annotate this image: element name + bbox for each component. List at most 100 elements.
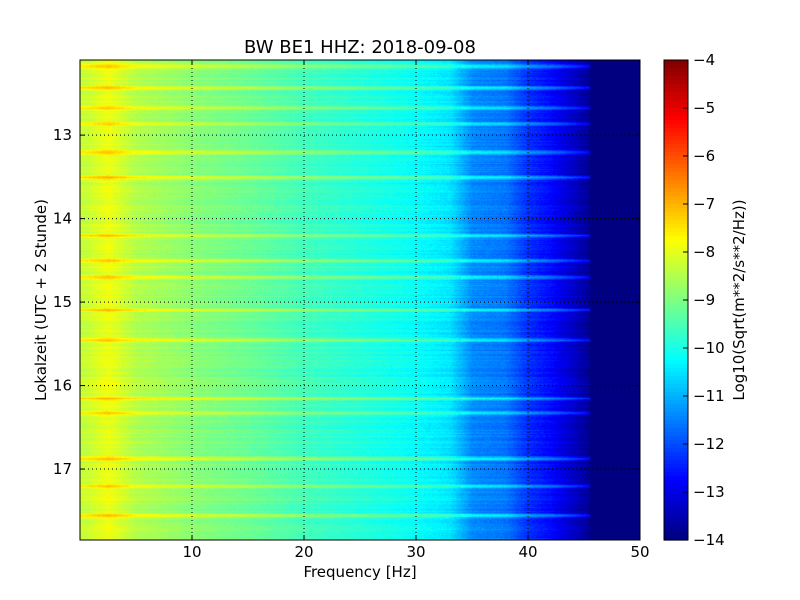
x-axis: 10 20 30 40 50: [182, 60, 650, 561]
colorbar-segment: [664, 232, 688, 237]
colorbar-segment: [664, 360, 688, 365]
colorbar-segment: [664, 140, 688, 145]
colorbar-segment: [664, 368, 688, 373]
colorbar-tick-label: −14: [693, 531, 725, 549]
colorbar-segment: [664, 88, 688, 93]
colorbar-segment: [664, 456, 688, 461]
colorbar-tick-label: −7: [693, 195, 715, 213]
colorbar-segment: [664, 324, 688, 329]
colorbar-segment: [664, 376, 688, 381]
colorbar-segment: [664, 276, 688, 281]
colorbar-segment: [664, 268, 688, 273]
colorbar-segment: [664, 80, 688, 85]
colorbar-segment: [664, 420, 688, 425]
colorbar-segment: [664, 152, 688, 157]
colorbar-segment: [664, 68, 688, 73]
y-tick-label: 16: [53, 377, 72, 395]
colorbar-segment: [664, 240, 688, 245]
colorbar-segment: [664, 396, 688, 401]
colorbar-segment: [664, 464, 688, 469]
colorbar-tick-label: −6: [693, 147, 715, 165]
colorbar-segment: [664, 348, 688, 353]
colorbar-segment: [664, 392, 688, 397]
colorbar-segment: [664, 500, 688, 505]
colorbar-segment: [664, 200, 688, 205]
colorbar-segment: [664, 248, 688, 253]
heatmap-area: [80, 60, 640, 540]
colorbar-segment: [664, 96, 688, 101]
colorbar-segment: [664, 184, 688, 189]
colorbar-segment: [664, 60, 688, 65]
colorbar-segment: [664, 520, 688, 525]
colorbar-segment: [664, 388, 688, 393]
colorbar-segment: [664, 468, 688, 473]
colorbar-segment: [664, 136, 688, 141]
colorbar-segment: [664, 364, 688, 369]
colorbar-segment: [664, 428, 688, 433]
colorbar-segment: [664, 296, 688, 301]
x-tick-label: 30: [406, 543, 425, 561]
colorbar-segment: [664, 112, 688, 117]
colorbar-segment: [664, 532, 688, 537]
colorbar-segment: [664, 216, 688, 221]
colorbar-segment: [664, 476, 688, 481]
colorbar-segment: [664, 404, 688, 409]
colorbar-segment: [664, 76, 688, 81]
colorbar-segment: [664, 192, 688, 197]
colorbar-segment: [664, 316, 688, 321]
colorbar-tick-label: −5: [693, 99, 715, 117]
x-tick-label: 40: [518, 543, 537, 561]
colorbar-segment: [664, 212, 688, 217]
colorbar-tick-label: −9: [693, 291, 715, 309]
colorbar-segment: [664, 72, 688, 77]
colorbar-segment: [664, 444, 688, 449]
colorbar-segment: [664, 272, 688, 277]
colorbar-segment: [664, 120, 688, 125]
colorbar-segment: [664, 492, 688, 497]
colorbar-segment: [664, 84, 688, 89]
colorbar-segment: [664, 280, 688, 285]
colorbar-segment: [664, 284, 688, 289]
colorbar-segment: [664, 180, 688, 185]
colorbar-segment: [664, 220, 688, 225]
grid-lines: [80, 60, 640, 540]
x-axis-label: Frequency [Hz]: [303, 563, 416, 581]
colorbar-tick-label: −11: [693, 387, 725, 405]
colorbar-segment: [664, 312, 688, 317]
colorbar-segment: [664, 228, 688, 233]
colorbar-segment: [664, 484, 688, 489]
y-tick-label: 15: [53, 293, 72, 311]
colorbar-segment: [664, 156, 688, 161]
colorbar-segment: [664, 536, 688, 541]
colorbar-segment: [664, 252, 688, 257]
colorbar-segment: [664, 528, 688, 533]
colorbar-segment: [664, 104, 688, 109]
y-axis: 13 14 15 16 17: [53, 126, 640, 478]
colorbar-segment: [664, 148, 688, 153]
colorbar-segment: [664, 288, 688, 293]
colorbar-segment: [664, 292, 688, 297]
colorbar-segment: [664, 344, 688, 349]
colorbar-segment: [664, 64, 688, 69]
chart-title: BW BE1 HHZ: 2018-09-08: [244, 37, 476, 58]
colorbar-segment: [664, 264, 688, 269]
colorbar-segment: [664, 372, 688, 377]
colorbar-segment: [664, 304, 688, 309]
colorbar-segment: [664, 524, 688, 529]
colorbar-segment: [664, 436, 688, 441]
colorbar-segment: [664, 132, 688, 137]
colorbar-tick-label: −13: [693, 483, 725, 501]
colorbar-segment: [664, 356, 688, 361]
colorbar-segment: [664, 116, 688, 121]
colorbar-segment: [664, 496, 688, 501]
colorbar-segment: [664, 204, 688, 209]
colorbar-segment: [664, 408, 688, 413]
colorbar-segment: [664, 208, 688, 213]
colorbar-segment: [664, 164, 688, 169]
colorbar-ticks: −4 −5 −6 −7 −8 −9 −10 −11 −12 −13 −14: [683, 51, 725, 549]
colorbar-segment: [664, 328, 688, 333]
colorbar-segment: [664, 300, 688, 305]
colorbar-segment: [664, 92, 688, 97]
colorbar-segment: [664, 512, 688, 517]
